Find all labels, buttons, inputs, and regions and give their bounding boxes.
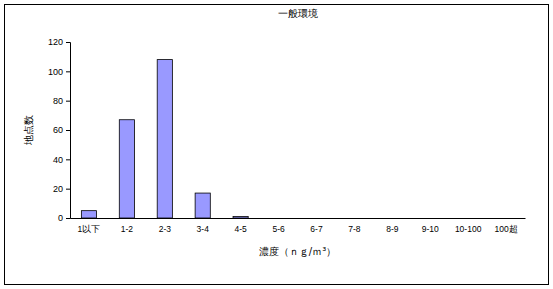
y-tick-label: 40 [53,155,63,165]
y-tick-mark [66,130,70,131]
x-axis-line [71,218,526,219]
plot: 0 20 40 60 80 100 120 1以下 1-2 2-3 3-4 4-5 5-6 6-7 7-8 8… [48,37,526,234]
bar [461,218,476,219]
bar [119,120,134,218]
y-axis-line [66,43,71,219]
chart: 0 20 40 60 80 100 120 1以下 1-2 2-3 3-4 4-5 5-6 6-7 7-8 8… [0,0,553,289]
x-tick-label: 8-9 [386,224,399,234]
x-tick-label: 1-2 [121,224,134,234]
y-axis: 0 20 40 60 80 100 120 [48,37,71,223]
y-tick-label: 60 [53,125,63,135]
x-tick: 8-9 [386,218,399,234]
x-tick-label: 10-100 [455,224,482,234]
x-tick-label: 6-7 [310,224,323,234]
y-tick-label: 120 [48,37,63,47]
x-tick: 1以下 [78,218,101,234]
bar [498,218,513,219]
y-tick-label: 0 [58,213,63,223]
bar [233,217,248,218]
x-tick: 10-100 [455,218,482,234]
bar [157,60,172,218]
y-tick-mark [66,189,70,190]
x-tick-label: 3-4 [197,224,210,234]
x-tick: 6-7 [310,218,323,234]
bar [309,218,324,219]
y-tick-mark [66,101,70,102]
x-tick: 7-8 [348,218,361,234]
x-tick-label: 2-3 [159,224,172,234]
x-axis-title: 濃度（ｎｇ/ｍ³） [259,246,336,257]
title: 一般環境 [278,8,318,19]
x-tick-label: 9-10 [422,224,439,234]
x-tick-label: 1以下 [78,224,101,234]
y-axis-title: 地点数 [23,115,34,146]
y-tick: 60 [53,125,70,135]
y-tick: 0 [58,213,70,223]
x-tick-label: 5-6 [272,224,285,234]
outer-frame [5,5,549,285]
bars [81,60,248,218]
x-tick: 4-5 [234,218,247,234]
y-tick-mark [66,42,70,43]
bar [347,218,362,219]
x-tick-label: 7-8 [348,224,361,234]
y-tick-label: 80 [53,96,63,106]
y-tick: 100 [48,67,70,77]
y-tick-mark [66,159,70,160]
bar [81,211,96,218]
y-tick-label: 20 [53,184,63,194]
y-tick: 20 [53,184,70,194]
bar [385,218,400,219]
x-tick: 1-2 [121,218,134,234]
x-tick: 9-10 [422,218,439,234]
x-tick: 3-4 [197,218,210,234]
y-tick: 80 [53,96,70,106]
x-tick-label: 4-5 [234,224,247,234]
bar [423,218,438,219]
x-tick: 5-6 [272,218,285,234]
y-tick: 40 [53,155,70,165]
bar [195,193,210,218]
y-tick-mark [66,218,70,219]
x-tick: 2-3 [159,218,172,234]
y-tick-label: 100 [48,67,63,77]
x-axis: 1以下 1-2 2-3 3-4 4-5 5-6 6-7 7-8 8-9 9-10 10-100 100… [71,218,526,234]
y-tick-mark [66,71,70,72]
x-tick: 100超 [494,218,517,234]
bar [271,218,286,219]
y-tick: 120 [48,37,70,47]
x-tick-label: 100超 [494,224,517,234]
